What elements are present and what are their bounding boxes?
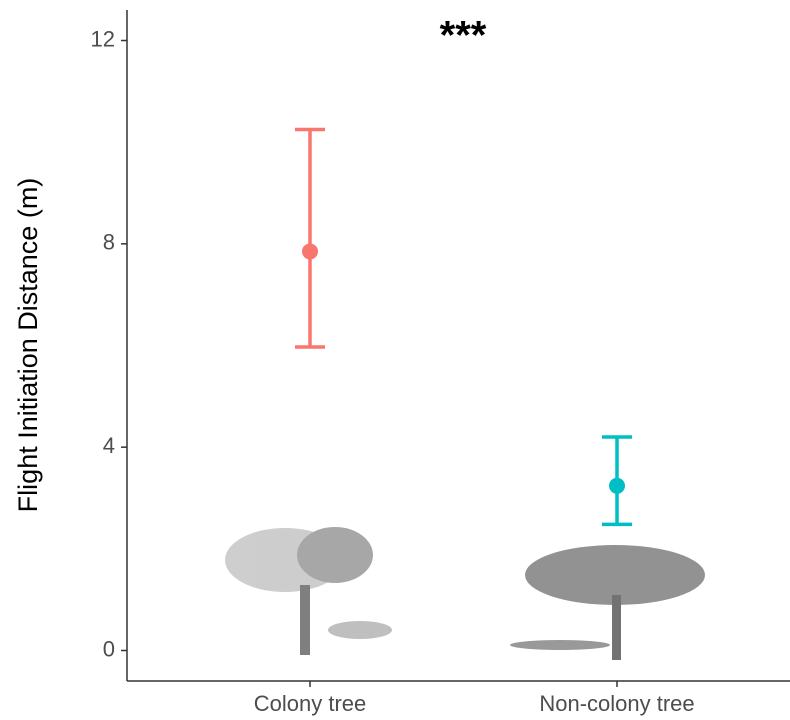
- x-tick-label: Colony tree: [254, 691, 367, 716]
- y-tick-label: 12: [91, 26, 115, 51]
- x-tick-label: Non-colony tree: [539, 691, 694, 716]
- y-axis-title: Flight Initiation Distance (m): [13, 178, 43, 513]
- annotation: ***: [440, 14, 487, 58]
- point: [609, 477, 625, 494]
- point: [302, 243, 318, 260]
- y-tick-label: 4: [103, 433, 115, 458]
- y-tick-label: 0: [103, 636, 115, 661]
- tree-illustration: [225, 527, 392, 655]
- y-tick-label: 8: [103, 230, 115, 255]
- tree-illustration: [510, 545, 705, 660]
